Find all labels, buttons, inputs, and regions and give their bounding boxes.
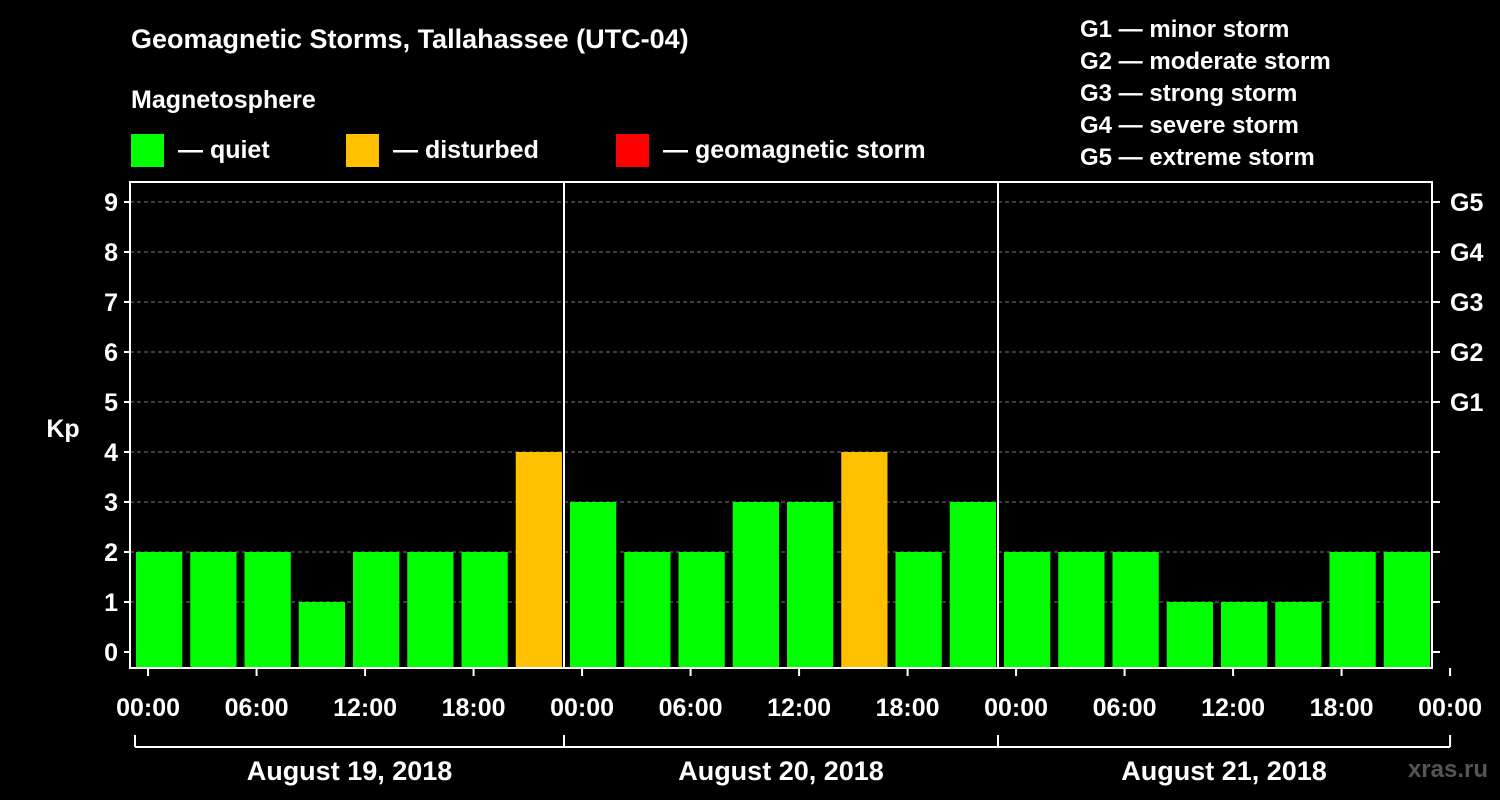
g-label-g4: G4 <box>1450 239 1483 267</box>
storm-level-g2: G2 — moderate storm <box>1080 48 1331 75</box>
bar-4 <box>353 552 400 668</box>
x-tick-label-8: 00:00 <box>984 694 1048 722</box>
y-axis-label: Kp <box>46 415 79 443</box>
y-tick-label-0: 0 <box>104 639 118 667</box>
legend-storm-swatch <box>616 133 649 167</box>
bar-23 <box>1383 552 1430 668</box>
bar-14 <box>895 552 942 668</box>
bar-17 <box>1058 552 1105 668</box>
y-tick-label-3: 3 <box>104 489 118 517</box>
bar-9 <box>624 552 671 668</box>
bar-1 <box>190 552 237 668</box>
x-tick-label-7: 18:00 <box>876 694 940 722</box>
bar-20 <box>1221 602 1268 668</box>
storm-level-g1: G1 — minor storm <box>1080 16 1290 43</box>
bar-7 <box>515 452 562 668</box>
day-label-0: August 19, 2018 <box>247 756 453 786</box>
storm-level-g3: G3 — strong storm <box>1080 80 1298 107</box>
bar-19 <box>1166 602 1213 668</box>
legend-quiet-swatch <box>131 133 164 167</box>
y-tick-label-4: 4 <box>104 439 118 467</box>
legend-quiet-label: — quiet <box>178 135 270 164</box>
legend-storm: — geomagnetic storm <box>616 133 926 167</box>
storm-level-g4: G4 — severe storm <box>1080 112 1299 139</box>
bar-0 <box>136 552 183 668</box>
bar-8 <box>570 502 617 668</box>
bar-5 <box>407 552 454 668</box>
legend-disturbed: — disturbed <box>346 133 539 167</box>
g-label-g5: G5 <box>1450 189 1483 217</box>
x-tick-label-0: 00:00 <box>116 694 180 722</box>
bar-2 <box>244 552 291 668</box>
x-tick-label-5: 06:00 <box>659 694 723 722</box>
storm-level-g5: G5 — extreme storm <box>1080 144 1315 171</box>
magnetosphere-label: Magnetosphere <box>131 86 316 114</box>
day-label-2: August 21, 2018 <box>1121 756 1327 786</box>
bar-15 <box>949 502 996 668</box>
y-tick-label-9: 9 <box>104 189 118 217</box>
bar-22 <box>1329 552 1376 668</box>
g-label-g3: G3 <box>1450 289 1483 317</box>
bar-21 <box>1275 602 1322 668</box>
y-tick-label-5: 5 <box>104 389 118 417</box>
bar-10 <box>678 552 725 668</box>
plot-frame <box>129 181 1433 669</box>
x-tick-label-2: 12:00 <box>333 694 397 722</box>
y-tick-label-8: 8 <box>104 239 118 267</box>
x-tick-label-4: 00:00 <box>550 694 614 722</box>
bar-18 <box>1112 552 1159 668</box>
x-tick-label-10: 12:00 <box>1201 694 1265 722</box>
bar-3 <box>298 602 345 668</box>
bar-12 <box>787 502 834 668</box>
storm-level-list: G1 — minor storm G2 — moderate storm G3 … <box>1080 14 1331 174</box>
bar-6 <box>461 552 508 668</box>
y-tick-label-1: 1 <box>104 589 118 617</box>
legend-quiet: — quiet <box>131 133 270 167</box>
g-label-g2: G2 <box>1450 339 1483 367</box>
x-tick-label-3: 18:00 <box>442 694 506 722</box>
chart-title: Geomagnetic Storms, Tallahassee (UTC-04) <box>131 24 689 54</box>
bar-16 <box>1004 552 1051 668</box>
watermark: xras.ru <box>1407 756 1488 783</box>
bar-11 <box>732 502 779 668</box>
y-tick-label-2: 2 <box>104 539 118 567</box>
y-tick-label-7: 7 <box>104 289 118 317</box>
y-tick-label-6: 6 <box>104 339 118 367</box>
legend-disturbed-label: — disturbed <box>393 135 539 164</box>
x-tick-label-11: 18:00 <box>1310 694 1374 722</box>
x-tick-label-9: 06:00 <box>1093 694 1157 722</box>
x-tick-label-12: 00:00 <box>1418 694 1482 722</box>
x-tick-label-6: 12:00 <box>767 694 831 722</box>
bar-13 <box>841 452 888 668</box>
g-label-g1: G1 <box>1450 389 1483 417</box>
legend-disturbed-swatch <box>346 133 379 167</box>
legend-storm-label: — geomagnetic storm <box>663 135 926 164</box>
day-label-1: August 20, 2018 <box>678 756 884 786</box>
x-tick-label-1: 06:00 <box>225 694 289 722</box>
